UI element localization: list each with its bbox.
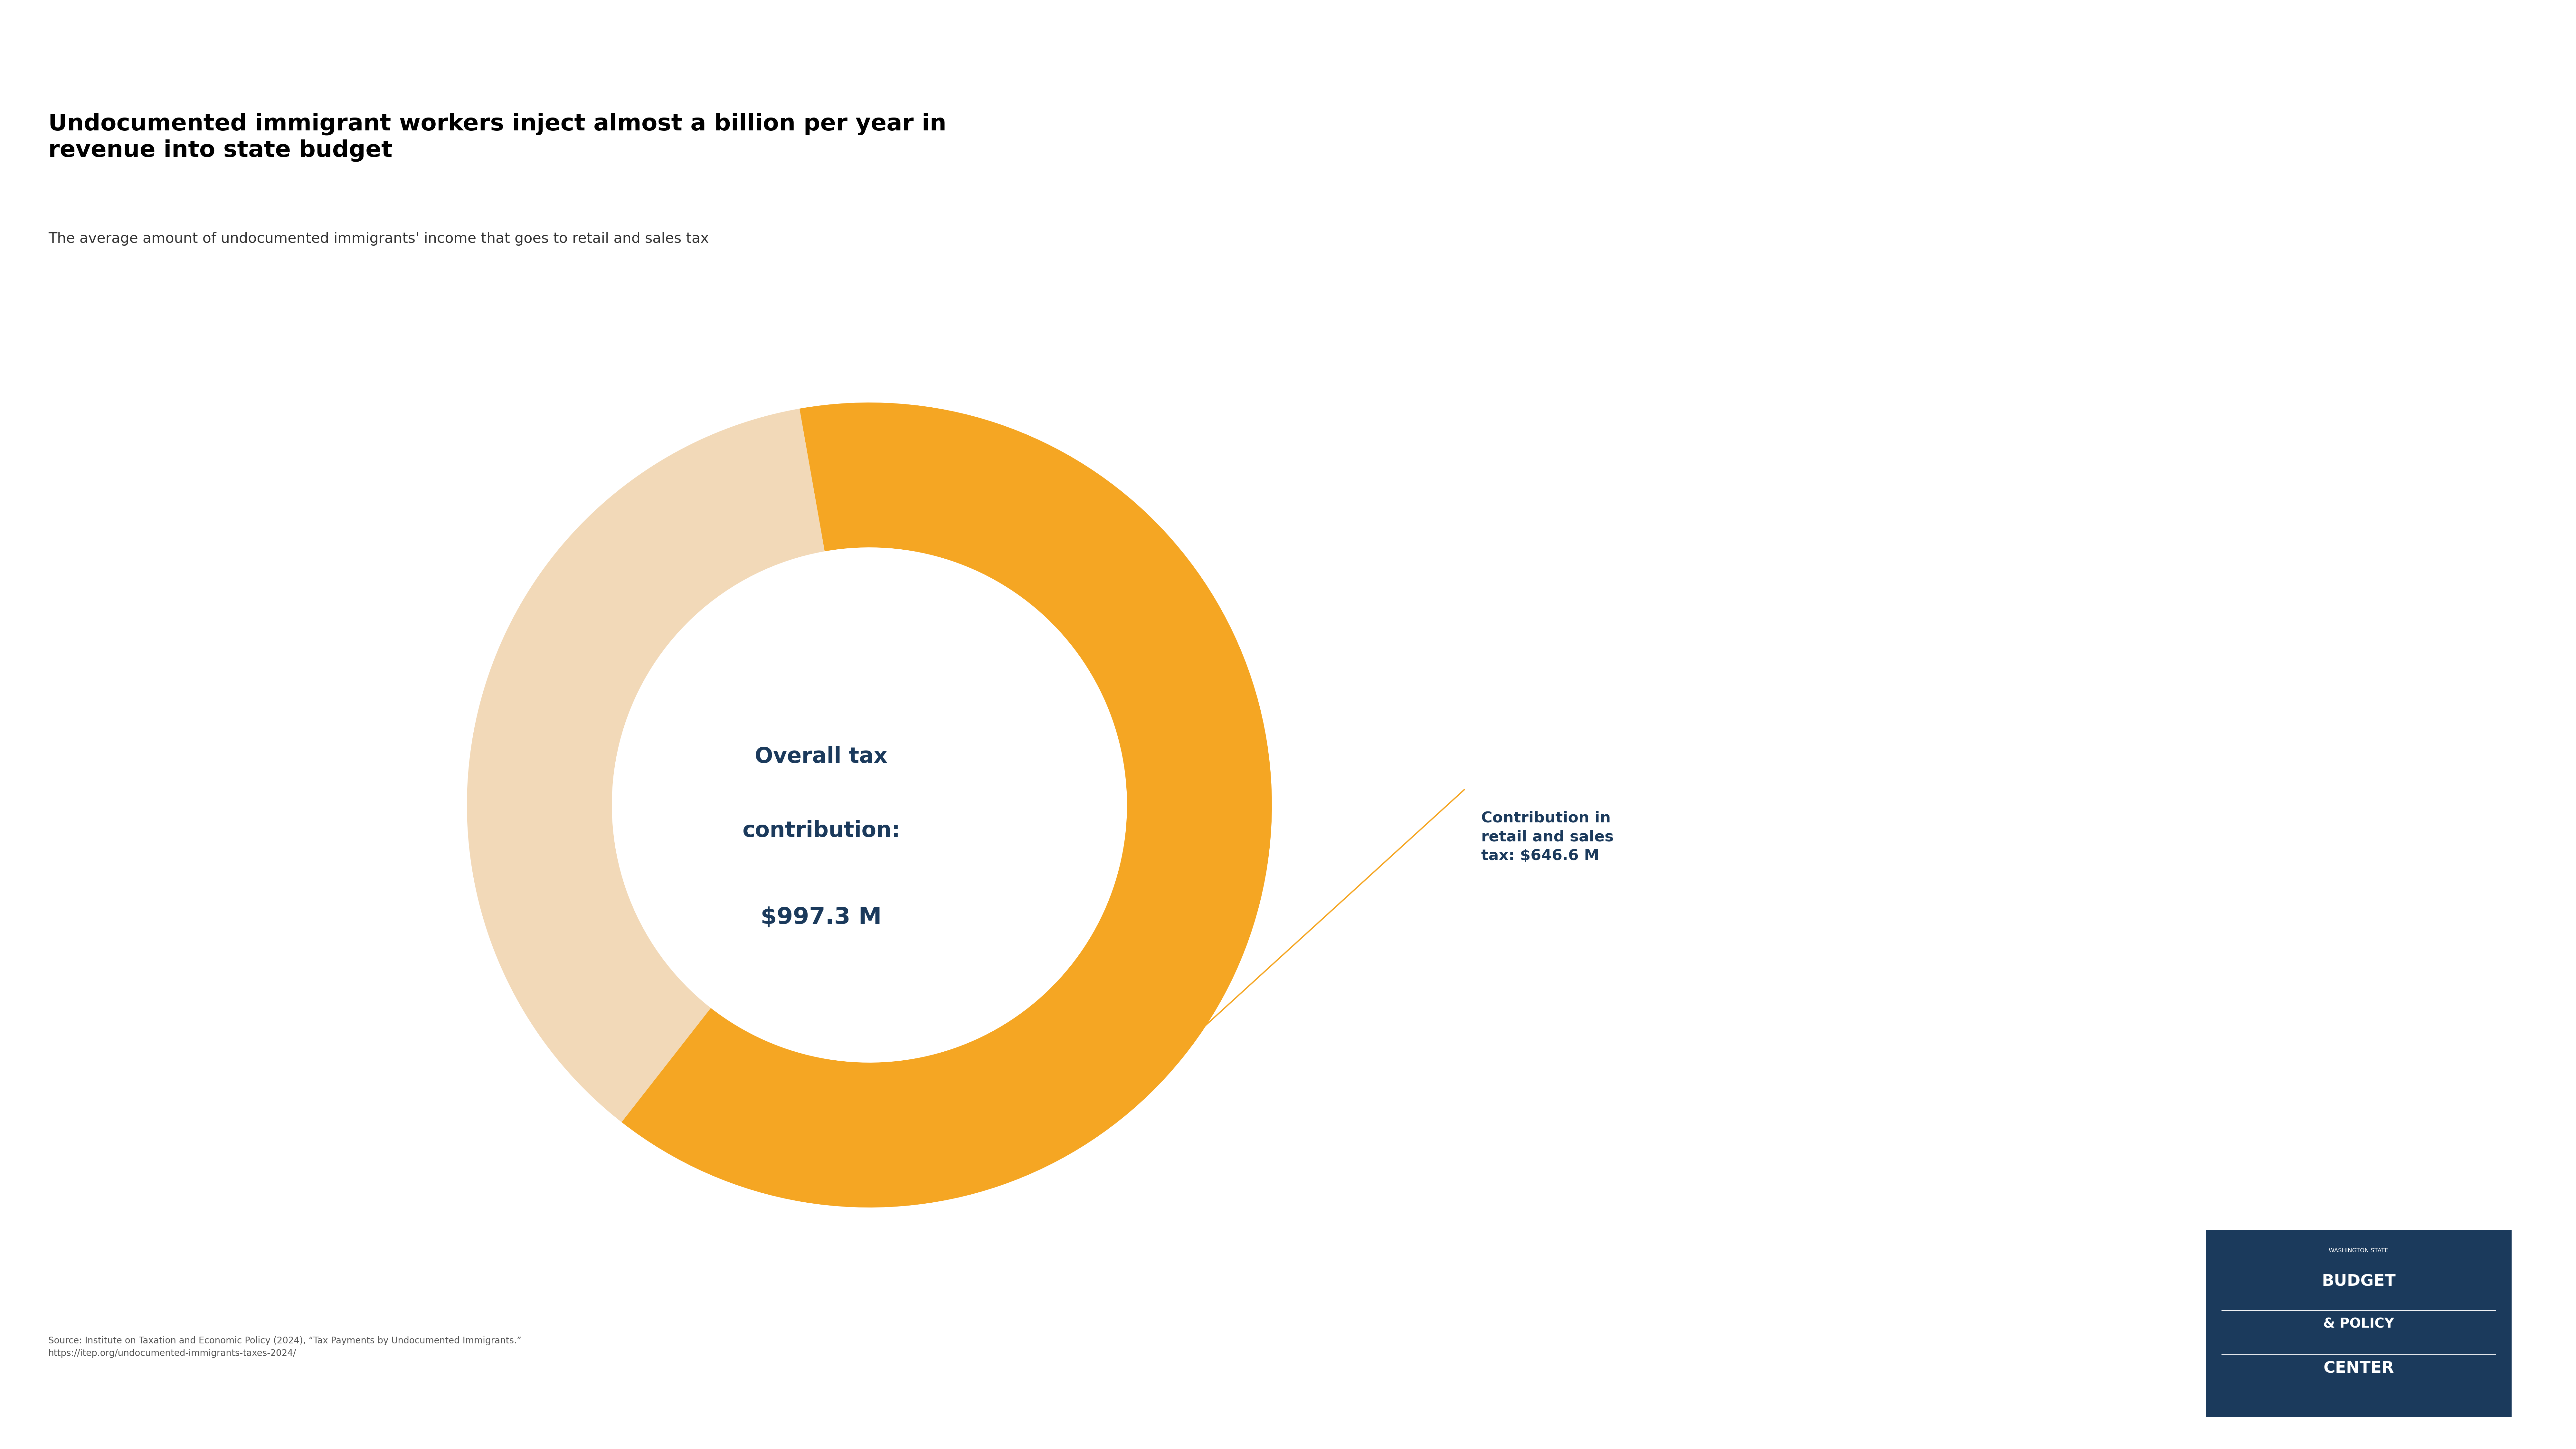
Text: Undocumented immigrant workers inject almost a billion per year in
revenue into : Undocumented immigrant workers inject al…	[49, 113, 945, 162]
Text: Source: Institute on Taxation and Economic Policy (2024), “Tax Payments by Undoc: Source: Institute on Taxation and Econom…	[49, 1336, 520, 1358]
Text: WASHINGTON STATE: WASHINGTON STATE	[2329, 1248, 2388, 1253]
Text: contribution:: contribution:	[742, 820, 899, 842]
Wedge shape	[466, 409, 824, 1122]
Text: & POLICY: & POLICY	[2324, 1317, 2393, 1330]
Text: *: *	[1146, 1043, 1157, 1065]
FancyBboxPatch shape	[2205, 1230, 2512, 1417]
Text: Contribution in
retail and sales
tax: $646.6 M: Contribution in retail and sales tax: $6…	[1481, 811, 1613, 864]
Text: Overall tax: Overall tax	[755, 746, 889, 768]
Text: $997.3 M: $997.3 M	[760, 907, 881, 929]
Text: BUDGET: BUDGET	[2321, 1274, 2396, 1290]
Text: The average amount of undocumented immigrants' income that goes to retail and sa: The average amount of undocumented immig…	[49, 232, 708, 246]
Text: CENTER: CENTER	[2324, 1361, 2393, 1377]
Wedge shape	[621, 403, 1273, 1207]
